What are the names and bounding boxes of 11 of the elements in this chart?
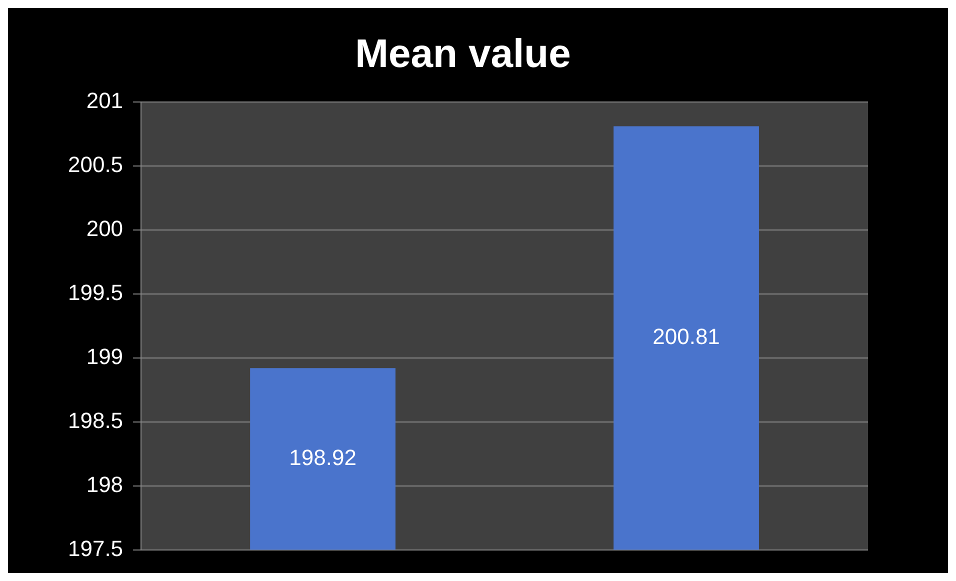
chart-title: Mean value (355, 32, 571, 76)
y-tick-label: 200 (86, 216, 124, 242)
data-label: 200.81 (652, 324, 720, 350)
y-tick-label: 198.5 (68, 408, 124, 433)
y-tick-label: 198 (86, 472, 124, 497)
y-tick-label: 197.5 (68, 536, 124, 561)
y-tick-label: 200.5 (68, 152, 124, 178)
y-tick-label: 201 (86, 88, 124, 114)
data-label: 198.92 (289, 445, 356, 470)
y-tick-label: 199.5 (68, 280, 124, 305)
y-tick-label: 199 (86, 344, 124, 369)
